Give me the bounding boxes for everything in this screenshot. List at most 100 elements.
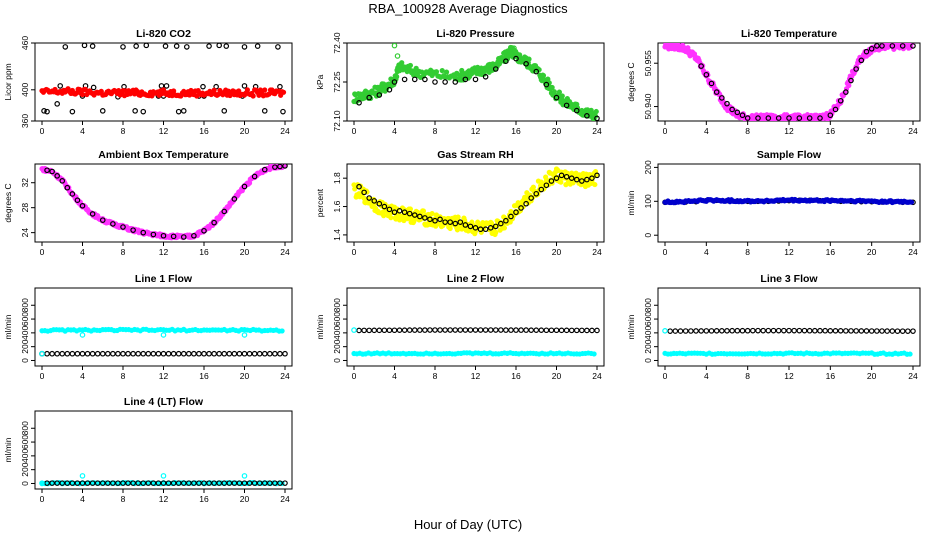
- data-point: [69, 480, 76, 486]
- y-tick-label: 600: [643, 312, 653, 326]
- chart-panel-co2: Li-820 CO2 Licor ppm 0 4 8 12 16 20 24 360 400 460: [3, 28, 293, 136]
- x-tick-label: 4: [392, 126, 397, 136]
- data-point: [89, 480, 96, 486]
- data-point: [140, 350, 147, 357]
- data-point: [241, 83, 248, 89]
- data-point: [175, 350, 182, 357]
- data-point: [553, 327, 560, 334]
- chart-title: Line 4 (LT) Flow: [124, 396, 204, 408]
- data-point: [143, 43, 150, 49]
- data-point: [201, 480, 207, 486]
- data-point: [874, 43, 880, 49]
- x-tick-label: 4: [704, 247, 709, 257]
- data-point: [371, 327, 378, 334]
- data-point: [905, 328, 911, 334]
- x-tick-label: 24: [592, 247, 602, 257]
- x-tick-label: 4: [392, 247, 397, 257]
- data-point: [282, 350, 288, 357]
- series-layer: [662, 327, 916, 357]
- data-point: [563, 173, 570, 180]
- data-point: [858, 328, 865, 334]
- data-point: [165, 350, 172, 357]
- x-tick-label: 8: [121, 247, 126, 257]
- data-point: [99, 480, 106, 486]
- data-point: [713, 89, 720, 95]
- data-point: [806, 115, 813, 121]
- band-point: [501, 225, 508, 231]
- x-tick-label: 0: [663, 371, 668, 381]
- band-point: [407, 62, 414, 69]
- data-point: [69, 191, 76, 197]
- data-point: [884, 328, 890, 334]
- data-point: [49, 350, 55, 357]
- series-layer: [351, 43, 600, 121]
- x-tick-label: 12: [784, 126, 794, 136]
- data-point: [548, 178, 555, 184]
- data-point: [432, 327, 438, 333]
- y-tick-label: 200: [20, 462, 30, 476]
- band-point: [908, 199, 915, 205]
- data-point: [698, 328, 704, 334]
- data-point: [105, 480, 111, 486]
- data-point: [150, 350, 157, 357]
- data-point: [573, 107, 580, 114]
- data-point: [492, 223, 499, 230]
- data-point: [553, 94, 560, 101]
- band-point: [907, 351, 913, 357]
- x-tick-label: 4: [80, 371, 85, 381]
- data-point: [49, 480, 55, 486]
- data-point: [543, 327, 550, 334]
- data-point: [713, 327, 720, 334]
- data-point: [196, 350, 202, 357]
- data-point: [170, 350, 177, 357]
- y-axis-label: degrees C: [3, 183, 13, 222]
- band-point: [593, 108, 599, 115]
- data-point: [79, 350, 86, 357]
- band-point: [493, 229, 499, 236]
- data-point: [889, 328, 896, 334]
- data-point: [739, 327, 746, 334]
- data-point: [125, 480, 131, 486]
- chart-title: Line 3 Flow: [760, 273, 818, 285]
- data-point: [806, 327, 813, 334]
- data-point: [186, 480, 192, 486]
- data-point: [44, 108, 50, 115]
- data-point: [832, 327, 839, 334]
- data-point: [201, 227, 207, 234]
- data-point: [796, 327, 803, 334]
- data-point: [94, 350, 101, 357]
- x-tick-label: 8: [745, 247, 750, 257]
- data-point: [411, 327, 418, 333]
- data-point: [568, 175, 575, 181]
- data-point: [155, 480, 162, 486]
- data-point: [843, 328, 849, 334]
- data-point: [267, 480, 273, 486]
- data-point: [173, 43, 180, 49]
- y-tick-label: 28: [20, 203, 30, 213]
- x-tick-label: 8: [745, 126, 750, 136]
- data-point: [503, 58, 509, 65]
- data-point: [246, 480, 253, 486]
- data-point: [786, 115, 792, 121]
- data-point: [226, 480, 233, 486]
- page-title: RBA_100928 Average Diagnostics: [368, 1, 568, 16]
- data-point: [54, 350, 60, 357]
- chart-title: Line 1 Flow: [135, 273, 193, 285]
- x-tick-label: 0: [40, 126, 45, 136]
- data-point: [44, 167, 50, 174]
- data-point: [452, 79, 459, 85]
- data-point: [94, 480, 101, 486]
- y-tick-label: 0: [20, 481, 30, 486]
- data-point: [135, 480, 141, 486]
- data-point: [211, 219, 217, 226]
- y-axis-label: ml/min: [626, 314, 636, 339]
- data-point: [853, 66, 859, 72]
- y-tick-label: 0: [643, 233, 653, 238]
- x-tick-label: 12: [159, 371, 169, 381]
- band-point: [549, 84, 555, 91]
- x-tick-label: 12: [784, 371, 794, 381]
- data-point: [553, 175, 560, 181]
- data-point: [280, 108, 286, 115]
- y-tick-label: 72.25: [332, 71, 342, 93]
